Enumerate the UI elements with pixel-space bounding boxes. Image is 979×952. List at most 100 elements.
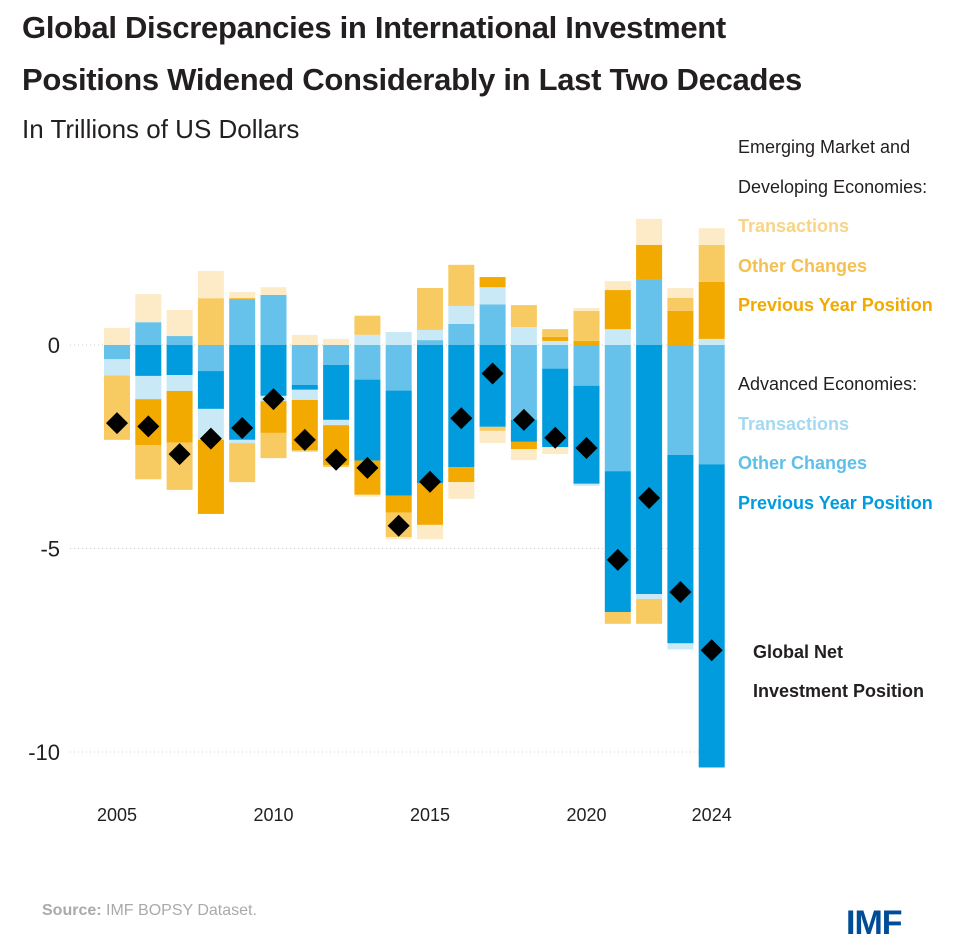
legend-ae-heading: Advanced Economies: xyxy=(738,374,918,394)
bar-segment-em-p xyxy=(166,390,193,443)
legend-ae-transactions: Transactions xyxy=(738,414,850,434)
bar-segment-em-t xyxy=(229,292,256,299)
y-tick-label: -10 xyxy=(28,740,60,765)
bar-segment-em-t xyxy=(166,309,193,337)
bar-segment-ae-t xyxy=(104,359,130,376)
y-tick-label: 0 xyxy=(48,333,60,358)
bar-segment-em-p xyxy=(636,244,663,280)
source-note: Source: IMF BOPSY Dataset. xyxy=(42,902,257,920)
bar-segment-em-t xyxy=(542,447,569,455)
bar-segment-ae-t xyxy=(385,331,412,345)
source-text: IMF BOPSY Dataset. xyxy=(106,902,257,919)
bar-segment-em-t xyxy=(448,482,475,499)
nip-diamond-marker xyxy=(512,408,535,431)
bar-segment-ae-o xyxy=(291,345,318,385)
bar-segment-ae-t xyxy=(448,305,475,324)
bar-segment-ae-t xyxy=(542,340,569,345)
x-tick-label: 2010 xyxy=(253,805,293,825)
bar-segment-ae-o xyxy=(197,345,224,372)
bar-segment-em-t xyxy=(698,228,725,245)
x-tick-label: 2020 xyxy=(566,805,606,825)
legend-ae-other-changes: Other Changes xyxy=(738,453,868,473)
bar-segment-em-t xyxy=(104,327,130,345)
bar-segment-ae-p xyxy=(260,345,287,396)
nip-diamond-marker xyxy=(106,412,128,435)
bar-segment-ae-p xyxy=(323,364,350,420)
bar-segment-ae-p xyxy=(479,345,506,427)
bar-segment-em-o xyxy=(667,297,694,311)
bar-segment-ae-p xyxy=(698,464,725,768)
bar-segment-ae-o xyxy=(667,345,694,455)
bar-segment-em-t xyxy=(291,334,318,345)
bar-segment-ae-t xyxy=(636,594,663,599)
nip-diamond-marker xyxy=(325,448,348,471)
bar-segment-em-o xyxy=(479,426,506,431)
bar-segment-ae-p xyxy=(573,385,600,484)
legend-ae-previous-year: Previous Year Position xyxy=(738,493,933,513)
nip-diamond-marker xyxy=(606,548,629,571)
bar-segment-ae-t xyxy=(604,329,631,345)
nip-diamond-marker xyxy=(450,407,473,430)
bar-segment-ae-p xyxy=(385,390,412,496)
bar-segment-ae-t xyxy=(166,375,193,391)
bar-segment-em-o xyxy=(417,288,443,330)
bar-segment-em-o xyxy=(448,264,475,306)
legend-nip-2: Investment Position xyxy=(753,681,925,701)
chart-title-line2: Positions Widened Considerably in Last T… xyxy=(22,62,802,97)
bar-segment-em-t xyxy=(636,218,663,245)
chart-title-line1: Global Discrepancies in International In… xyxy=(22,10,726,45)
bar-segment-em-o xyxy=(604,611,631,624)
bar-segment-ae-o xyxy=(323,345,350,365)
bar-segment-em-p xyxy=(510,441,537,450)
nip-diamond-marker xyxy=(669,581,692,604)
bar-segment-ae-t xyxy=(354,334,381,345)
nip-diamond-marker xyxy=(262,388,285,411)
imf-logo: IMF xyxy=(846,904,903,942)
bar-segment-em-o xyxy=(260,432,287,459)
nip-diamond-marker xyxy=(137,415,160,438)
bar-segment-ae-o xyxy=(573,345,600,386)
source-label: Source: xyxy=(42,902,102,919)
nip-diamond-marker xyxy=(638,487,661,510)
nip-diamond-marker xyxy=(387,514,410,537)
legend-nip-1: Global Net xyxy=(753,642,844,662)
bar-segment-em-o xyxy=(542,329,569,337)
bar-segment-ae-t xyxy=(510,327,537,345)
bar-segment-em-t xyxy=(573,307,600,311)
bar-segment-em-t xyxy=(417,524,443,540)
nip-diamond-marker xyxy=(481,362,504,385)
bar-segment-ae-p xyxy=(604,471,631,612)
bar-segment-ae-p xyxy=(291,384,318,390)
bar-segment-ae-p xyxy=(667,454,694,644)
bar-segment-em-p xyxy=(542,336,569,341)
bar-segment-em-t xyxy=(323,338,350,345)
bar-segment-em-t xyxy=(135,294,162,323)
bar-segment-em-t xyxy=(385,537,412,540)
bar-segment-em-o xyxy=(510,305,537,328)
bar-segment-em-t xyxy=(479,430,506,444)
nip-diamond-marker xyxy=(544,426,567,449)
bar-segment-ae-o xyxy=(542,345,569,369)
bar-segment-ae-o xyxy=(448,323,475,345)
bar-segment-ae-t xyxy=(417,329,443,341)
bar-segment-em-t xyxy=(604,281,631,291)
bar-segment-ae-o xyxy=(229,299,256,345)
x-tick-label: 2024 xyxy=(692,805,732,825)
bar-segment-ae-t xyxy=(135,375,162,400)
bar-segment-ae-o xyxy=(479,304,506,345)
bar-segment-ae-p xyxy=(417,345,443,483)
nip-diamond-marker xyxy=(419,470,441,493)
bar-segment-ae-o xyxy=(510,345,537,420)
legend-em-heading-1: Emerging Market and xyxy=(738,137,911,157)
bar-segment-em-t xyxy=(510,449,537,461)
bar-segment-ae-t xyxy=(291,389,318,400)
bar-segment-em-o xyxy=(354,315,381,335)
legend-em-transactions: Transactions xyxy=(738,216,850,236)
bar-segment-em-o xyxy=(636,598,663,624)
bar-segment-ae-o xyxy=(354,345,381,380)
bar-segment-em-p xyxy=(573,340,600,345)
bar-segment-ae-t xyxy=(667,643,694,650)
nip-diamond-marker xyxy=(199,427,222,450)
bar-segment-em-t xyxy=(260,287,287,295)
